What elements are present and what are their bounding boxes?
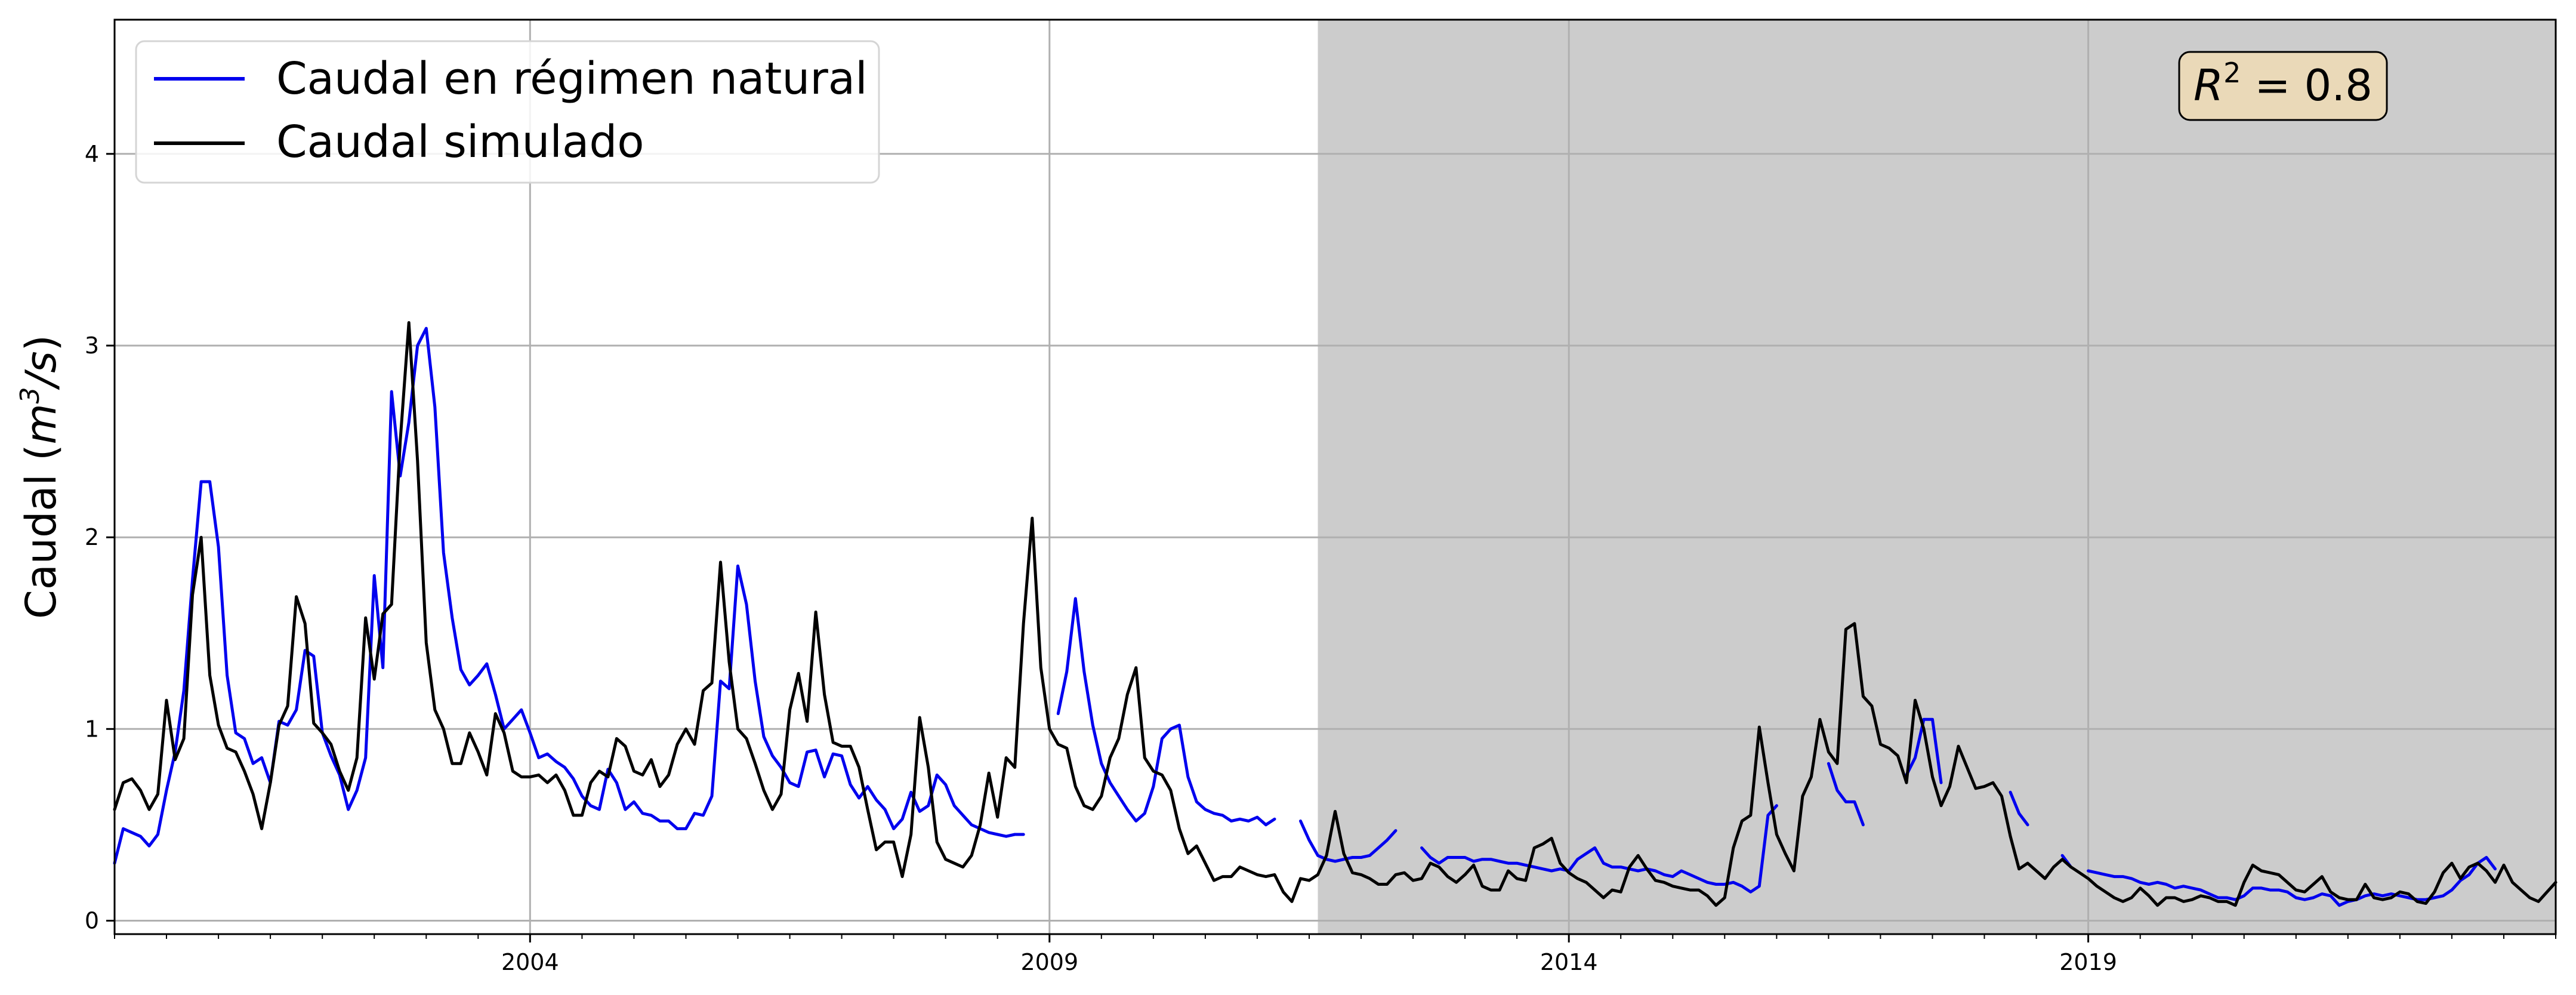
- legend-box: [135, 40, 880, 184]
- x-tick-label-2014: 2014: [1540, 949, 1598, 975]
- legend-label-natural: Caudal en régimen natural: [276, 53, 868, 104]
- y-axis-label-unit-rest: /s: [17, 351, 66, 390]
- y-tick-label-3: 3: [85, 332, 99, 359]
- series-line-simulated: [113, 321, 2558, 907]
- y-tick-label-0: 0: [85, 908, 99, 934]
- y-axis-label: Caudal (m3/s): [15, 335, 66, 619]
- y-axis-label-unit-exp: 3: [15, 387, 45, 403]
- r-squared-text: R2 = 0.8: [2194, 57, 2373, 110]
- x-tick-label-2019: 2019: [2059, 949, 2117, 975]
- x-tick-label-2009: 2009: [1020, 949, 1078, 975]
- x-tick-label-2004: 2004: [501, 949, 559, 975]
- grid-layer: [115, 20, 2556, 934]
- r-squared-box: [2178, 51, 2388, 121]
- r-squared-exponent: 2: [2223, 57, 2241, 89]
- y-tick-label-4: 4: [85, 141, 99, 167]
- tick-layer: 0 1 2 3 4 2004 2009 2014 2019: [85, 141, 2556, 975]
- legend: Caudal en régimen natural Caudal simulad…: [135, 40, 880, 184]
- y-axis-label-close: ): [17, 335, 66, 351]
- y-tick-label-2: 2: [85, 524, 99, 550]
- y-axis-label-unit-base: m: [17, 403, 66, 444]
- r-squared-symbol: R: [2194, 60, 2223, 110]
- validation-period-shade: [1318, 20, 2556, 934]
- y-tick-label-1: 1: [85, 716, 99, 742]
- r-squared-value: = 0.8: [2241, 60, 2373, 110]
- validation-period-shade-layer: [1318, 20, 2556, 934]
- y-axis-label-main: Caudal (: [17, 445, 66, 619]
- r-squared-annotation: R2 = 0.8: [2178, 51, 2388, 121]
- legend-label-simulated: Caudal simulado: [276, 116, 644, 168]
- series-layer: [113, 321, 2558, 907]
- plot-frame: [113, 19, 2557, 935]
